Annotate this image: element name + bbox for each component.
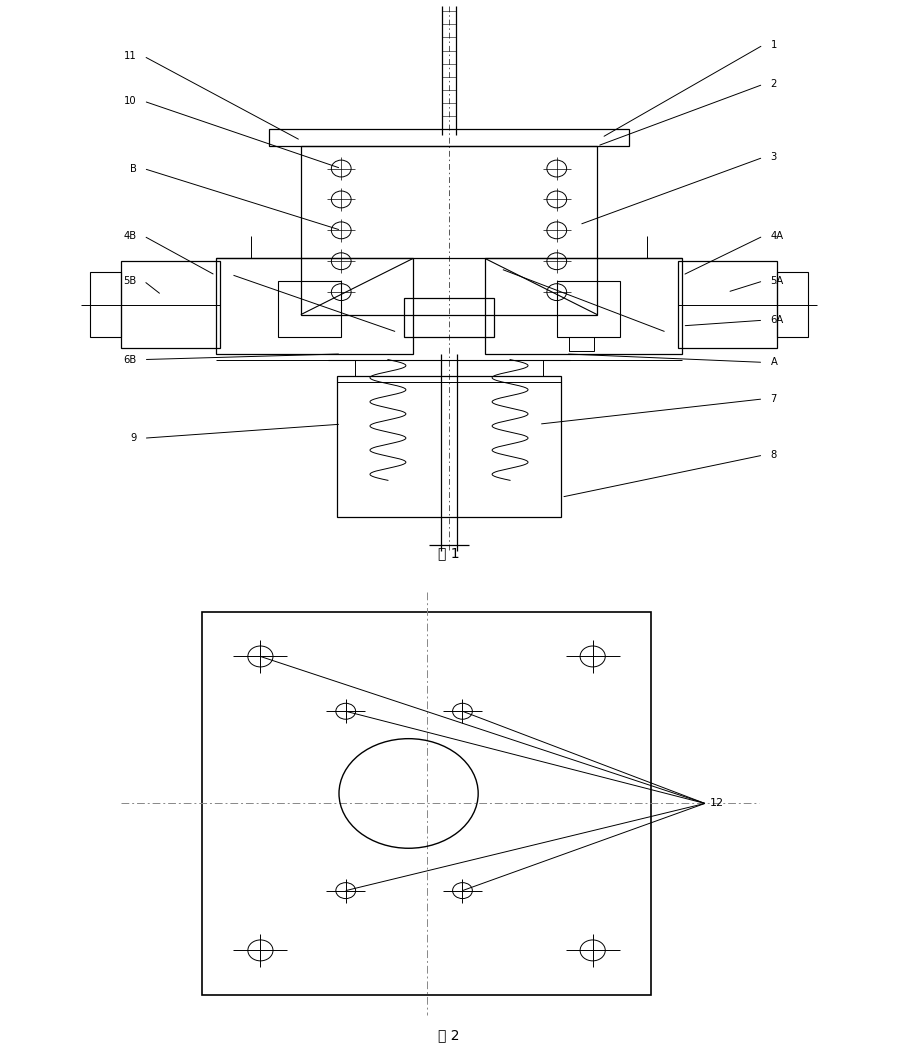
Text: 9: 9 bbox=[130, 434, 136, 443]
Bar bbox=[678, 261, 777, 349]
Text: 6A: 6A bbox=[770, 315, 784, 325]
Bar bbox=[202, 612, 651, 995]
Text: 11: 11 bbox=[124, 51, 136, 61]
Text: 12: 12 bbox=[709, 798, 724, 809]
Text: 图 2: 图 2 bbox=[438, 1028, 460, 1042]
Bar bbox=[269, 129, 629, 146]
Bar bbox=[90, 272, 121, 337]
Text: 5A: 5A bbox=[770, 276, 784, 286]
Text: 3: 3 bbox=[770, 153, 777, 162]
Text: 6B: 6B bbox=[123, 354, 136, 365]
Text: A: A bbox=[770, 357, 778, 368]
Text: 5B: 5B bbox=[123, 276, 136, 286]
Bar bbox=[404, 298, 494, 337]
Text: 1: 1 bbox=[770, 40, 777, 50]
Text: B: B bbox=[129, 163, 136, 174]
Bar bbox=[278, 281, 341, 337]
Text: 2: 2 bbox=[770, 80, 777, 89]
Text: 4B: 4B bbox=[123, 231, 136, 241]
Bar bbox=[569, 337, 594, 351]
Bar bbox=[777, 272, 808, 337]
Bar bbox=[485, 259, 682, 354]
Bar bbox=[557, 281, 620, 337]
Text: 图 1: 图 1 bbox=[438, 546, 460, 561]
Text: 10: 10 bbox=[124, 96, 136, 106]
Text: 8: 8 bbox=[770, 450, 777, 460]
Text: 7: 7 bbox=[770, 394, 777, 404]
Bar bbox=[216, 259, 413, 354]
Bar bbox=[301, 146, 597, 315]
Bar bbox=[337, 376, 561, 517]
Text: 4A: 4A bbox=[770, 231, 784, 241]
Bar bbox=[121, 261, 220, 349]
